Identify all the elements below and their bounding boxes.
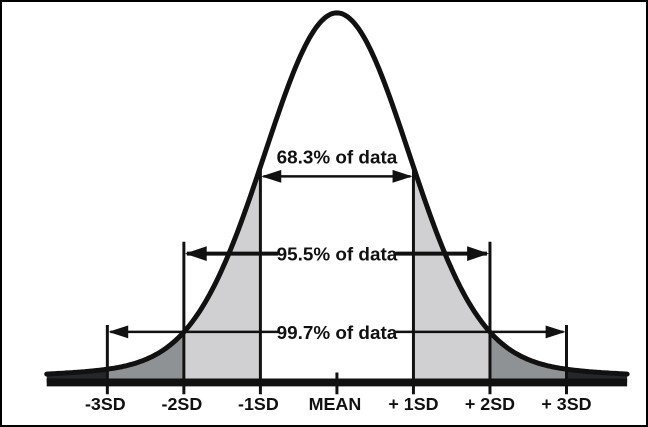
region-neg3-to-neg2sd [107, 331, 184, 383]
coverage-label-95: 95.5% of data [277, 244, 398, 265]
arrow-68-percent [261, 169, 413, 183]
axis-label-pos1sd: + 1SD [388, 394, 438, 414]
bell-curve-group [44, 10, 630, 377]
arrow-99-percent [108, 325, 566, 339]
arrow-68-percent-head-right [392, 169, 413, 183]
coverage-arrows [108, 169, 566, 339]
arrow-95-percent-head-left [184, 246, 207, 262]
axis-label-neg3sd: -3SD [85, 394, 126, 414]
axis-label-pos2sd: + 2SD [465, 394, 515, 414]
axis-label-pos3sd: + 3SD [541, 394, 591, 414]
arrow-99-percent-head-left [108, 325, 129, 339]
shaded-sd-regions [46, 166, 628, 383]
coverage-label-68: 68.3% of data [277, 147, 398, 168]
text-labels: 68.3% of data 95.5% of data 99.7% of dat… [85, 147, 592, 415]
axis-label-neg1sd: -1SD [238, 394, 279, 414]
coverage-label-99: 99.7% of data [277, 322, 398, 343]
bell-curve [44, 10, 630, 377]
axis-label-mean: MEAN [309, 394, 362, 414]
arrow-68-percent-head-left [261, 169, 282, 183]
region-pos2-to-pos3sd [489, 331, 567, 383]
axis-and-sd-lines [46, 167, 628, 395]
axis-label-neg2sd: -2SD [161, 394, 202, 414]
arrow-95-percent [184, 246, 489, 262]
arrow-99-percent-head-right [545, 325, 566, 339]
arrow-95-percent-head-right [467, 246, 489, 262]
